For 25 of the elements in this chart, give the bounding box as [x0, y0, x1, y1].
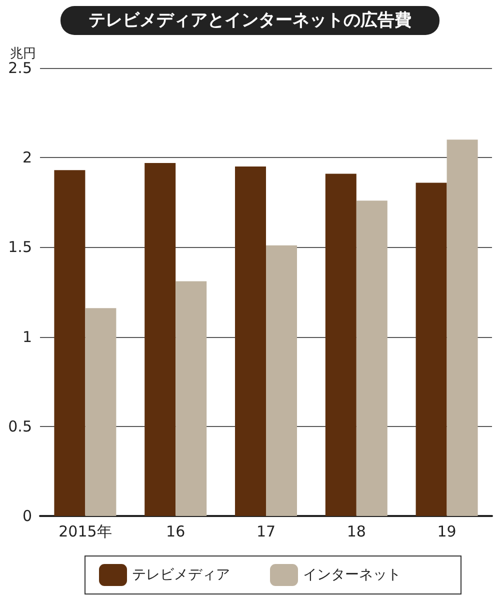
bar [325, 174, 356, 516]
x-tick-label: 16 [166, 522, 186, 540]
legend-label: テレビメディア [132, 567, 230, 583]
y-tick-label: 2 [22, 148, 32, 167]
bar [416, 182, 447, 516]
bar [266, 245, 297, 516]
bar [235, 166, 266, 516]
y-axis-title: 兆円 [10, 46, 36, 62]
bar [144, 162, 176, 516]
legend-label: インターネット [303, 567, 401, 583]
x-tick-label: 17 [256, 522, 276, 540]
y-tick-label: 0.5 [8, 417, 32, 436]
bar [176, 281, 207, 516]
x-tick-label: 18 [346, 522, 366, 540]
y-tick-label: 2.5 [8, 59, 32, 77]
x-tick-label: 19 [437, 522, 456, 540]
chart-title: テレビメディアとインターネットの広告費 [88, 10, 412, 30]
bar [356, 200, 388, 516]
bar [446, 140, 478, 516]
y-tick-label: 1.5 [8, 238, 32, 256]
x-tick-label: 2015年 [58, 522, 112, 540]
y-tick-label: 0 [22, 507, 32, 525]
y-tick-label: 1 [22, 328, 32, 346]
bar [85, 308, 116, 516]
bar [54, 170, 86, 516]
